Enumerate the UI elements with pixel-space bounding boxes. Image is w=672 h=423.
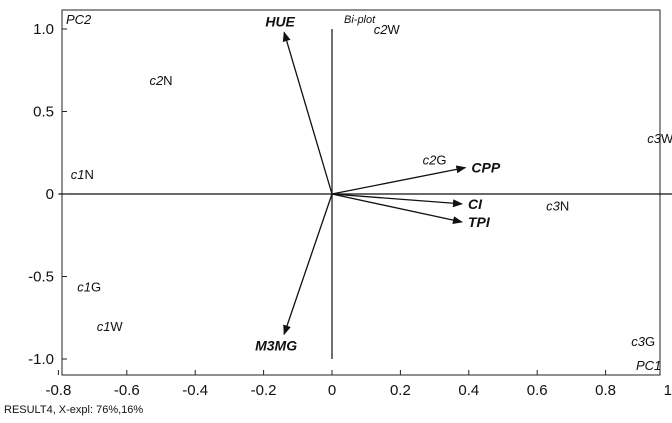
- y-tick-label: -1.0: [28, 351, 54, 368]
- x-tick-label: 0: [328, 382, 336, 399]
- observation-label: c1W: [97, 319, 124, 334]
- observation-label: c1G: [77, 279, 101, 294]
- loading-arrow-tpi: [331, 193, 463, 225]
- loading-label-ci: CI: [468, 196, 483, 212]
- loading-arrow-m3mg: [283, 193, 333, 336]
- x-tick-label: 0.6: [527, 382, 548, 399]
- observation-label: c3W: [647, 131, 672, 146]
- loading-arrow-ci: [331, 193, 463, 208]
- observation-label: c3N: [546, 199, 569, 214]
- chart-title: Bi-plot: [344, 14, 376, 26]
- x-tick-label: -0.6: [114, 382, 140, 399]
- loading-label-hue: HUE: [265, 13, 295, 29]
- observation-label: c3G: [631, 334, 655, 349]
- loading-label-m3mg: M3MG: [255, 337, 297, 353]
- observation-label: c1N: [71, 167, 94, 182]
- x-tick-label: 0.4: [458, 382, 479, 399]
- plot-frame: [61, 9, 661, 376]
- x-tick-label: -0.2: [251, 382, 277, 399]
- y-tick-label: 1.0: [33, 21, 54, 38]
- loading-arrow-hue: [282, 31, 333, 195]
- x-tick-label: 0.8: [595, 382, 616, 399]
- observation-label: c2W: [374, 22, 401, 37]
- y-tick-label: 0: [46, 186, 54, 203]
- footer-caption: RESULT4, X-expl: 76%,16%: [4, 404, 143, 416]
- y-tick-label: 0.5: [33, 104, 54, 121]
- y-tick-label: -0.5: [28, 269, 54, 286]
- observation-label: c2N: [149, 73, 172, 88]
- x-tick-label: 1.0: [664, 382, 672, 399]
- x-axis-label: PC1: [636, 358, 661, 373]
- x-tick-label: 0.2: [390, 382, 411, 399]
- loading-label-tpi: TPI: [468, 214, 491, 230]
- x-tick-label: -0.8: [45, 382, 71, 399]
- observations-layer: c2W c2N c1N c2G c3W c3N c1G c1W c3G: [71, 22, 672, 349]
- loading-arrow-cpp: [331, 165, 467, 195]
- loadings-layer: HUE CPP CI TPI M3MG: [255, 13, 501, 353]
- x-tick-label: -0.4: [182, 382, 208, 399]
- loading-label-cpp: CPP: [471, 160, 500, 176]
- ticks-layer: -0.8 -0.6 -0.4 -0.2 0 0.2 0.4 0.6 0.8 1.0 1.0 0.5 0 -…: [28, 21, 672, 399]
- y-axis-label: PC2: [66, 12, 92, 27]
- observation-label: c2G: [423, 152, 447, 167]
